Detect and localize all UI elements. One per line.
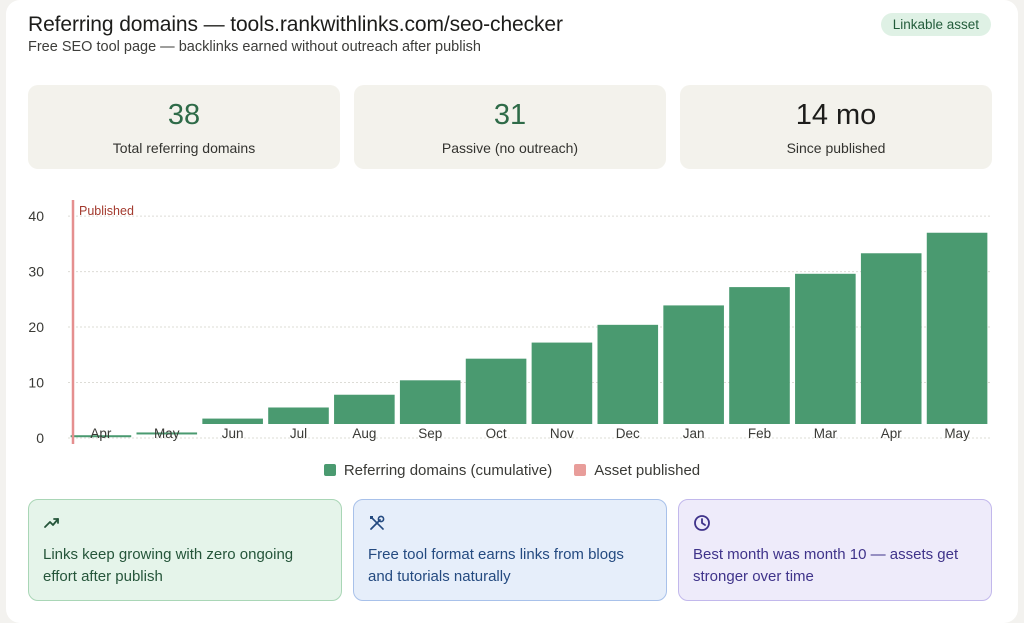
legend-label: Asset published	[594, 461, 701, 479]
trend-up-icon	[44, 518, 59, 528]
stat-value: 31	[493, 99, 527, 131]
status-badge: Linkable asset	[880, 13, 991, 36]
x-tick-label: Oct	[486, 426, 507, 441]
stat-value: 14 mo	[795, 99, 877, 131]
x-tick-label: Jun	[222, 426, 244, 441]
page-subtitle: Free SEO tool page — backlinks earned wi…	[28, 39, 481, 55]
insight-card-best-month: Best month was month 10 — assets get str…	[678, 499, 992, 601]
y-tick-label: 10	[28, 375, 44, 391]
legend-swatch	[323, 464, 336, 476]
x-tick-label: Apr	[881, 426, 903, 441]
published-marker-label: Published	[79, 204, 134, 218]
x-tick-label: Jul	[290, 426, 307, 441]
x-tick-label: Mar	[814, 426, 838, 441]
y-tick-label: 20	[28, 319, 44, 335]
x-tick-label: Sep	[418, 426, 442, 441]
bar	[334, 394, 395, 424]
bar-chart: 0 10 20 30 40 Apr May Jun Jul Aug Sep Oct Nov Dec Jan F…	[28, 200, 990, 446]
bar	[860, 253, 922, 424]
stat-card-since: 14 mo Since published	[680, 85, 992, 169]
insight-card-growth: Links keep growing with zero ongoing eff…	[28, 499, 342, 601]
chart-legend: Referring domains (cumulative) Asset pub…	[6, 460, 1018, 480]
y-tick-label: 0	[36, 430, 44, 446]
legend-item-published: Asset published	[574, 460, 700, 480]
stat-card-passive: 31 Passive (no outreach)	[354, 85, 666, 169]
stat-label: Passive (no outreach)	[441, 140, 579, 156]
stat-label: Since published	[786, 140, 886, 156]
stat-value: 38	[167, 99, 201, 131]
dashboard-card: Referring domains — tools.rankwithlinks.…	[6, 0, 1018, 623]
bar	[597, 324, 659, 424]
bar	[202, 418, 263, 424]
legend-item-domains: Referring domains (cumulative)	[323, 460, 553, 480]
x-tick-label: May	[154, 426, 180, 441]
bar	[70, 435, 132, 438]
bar	[399, 380, 461, 424]
y-tick-label: 40	[28, 208, 44, 224]
bar	[795, 273, 856, 424]
legend-label: Referring domains (cumulative)	[343, 461, 553, 479]
bar	[465, 358, 527, 424]
legend-swatch	[574, 464, 587, 476]
bar	[136, 432, 198, 435]
insight-text: Free tool format earns links from blogs …	[368, 546, 624, 585]
x-tick-label: Aug	[352, 426, 376, 441]
x-tick-label: Feb	[748, 426, 771, 441]
x-tick-label: May	[944, 426, 970, 441]
page-title: Referring domains — tools.rankwithlinks.…	[28, 13, 563, 36]
bar	[926, 232, 988, 424]
bar	[531, 342, 593, 424]
bar	[663, 305, 724, 424]
chart-container: 0 10 20 30 40 Apr May Jun Jul Aug Sep Oct Nov Dec Jan F…	[6, 190, 1018, 460]
clock-icon	[694, 515, 710, 531]
tools-icon	[370, 515, 385, 530]
stat-label: Total referring domains	[112, 140, 256, 156]
bar	[729, 287, 790, 424]
x-tick-label: Jan	[683, 426, 705, 441]
insight-card-format: Free tool format earns links from blogs …	[353, 499, 667, 601]
x-tick-label: Nov	[550, 426, 574, 441]
bar	[268, 407, 329, 424]
x-tick-label: Apr	[90, 426, 112, 441]
y-tick-label: 30	[28, 264, 44, 280]
insight-text: Best month was month 10 — assets get str…	[693, 546, 959, 585]
insight-text: Links keep growing with zero ongoing eff…	[43, 546, 294, 585]
x-tick-label: Dec	[616, 426, 640, 441]
stat-card-total: 38 Total referring domains	[28, 85, 340, 169]
